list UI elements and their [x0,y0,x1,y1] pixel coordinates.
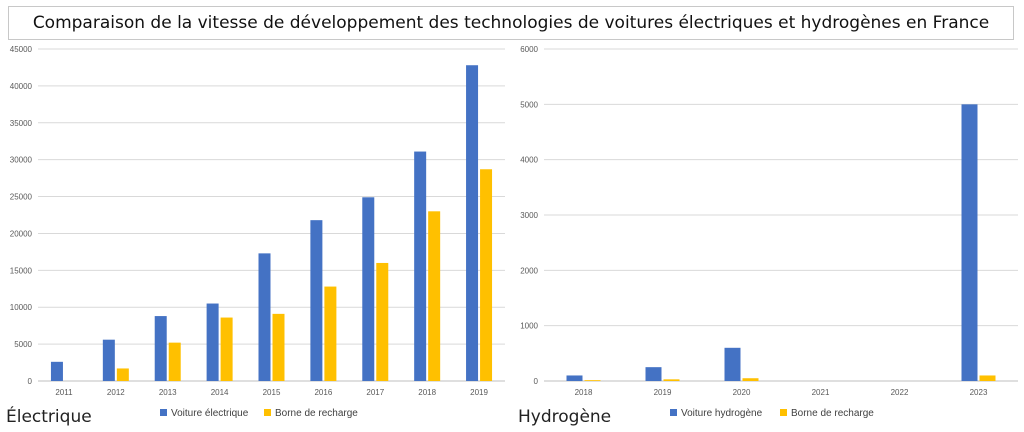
y-tick-label: 5000 [14,340,32,349]
bar-series-2 [116,368,129,381]
bar-series-1 [154,316,167,381]
x-tick-label: 2016 [314,388,332,397]
bar-series-1 [310,220,323,381]
bar-series-1 [414,151,427,381]
x-tick-label: 2018 [575,388,593,397]
x-tick-label: 2021 [812,388,830,397]
x-tick-label: 2023 [970,388,988,397]
legend-label: Voiture électrique [171,408,249,419]
x-tick-label: 2012 [107,388,125,397]
bar-series-2 [742,378,759,381]
legend-swatch [670,409,677,416]
y-tick-label: 15000 [10,266,33,275]
y-tick-label: 10000 [10,303,33,312]
x-tick-label: 2020 [733,388,751,397]
x-tick-label: 2018 [418,388,436,397]
bar-series-1 [50,361,63,381]
y-tick-label: 1000 [520,322,538,331]
y-tick-label: 20000 [10,229,33,238]
y-tick-label: 0 [534,377,539,386]
y-tick-label: 0 [28,377,33,386]
legend-label: Borne de recharge [791,408,874,419]
bar-series-1 [362,197,375,381]
x-tick-label: 2022 [891,388,909,397]
electric-chart: 0 5000 10000 15000 20000 25000 30000 35000 40000… [6,45,505,427]
bar-series-1 [645,367,662,381]
x-tick-label: 2017 [366,388,384,397]
legend-swatch [160,409,167,416]
x-tick-label: 2019 [654,388,672,397]
legend-label: Voiture hydrogène [681,408,763,419]
chart-title: Comparaison de la vitesse de développeme… [8,6,1014,40]
bar-series-1 [466,65,479,381]
y-tick-label: 2000 [520,266,538,275]
bar-series-2 [663,379,680,381]
bar-series-1 [258,253,271,381]
x-tick-label: 2013 [159,388,177,397]
y-tick-label: 40000 [10,82,33,91]
bar-series-2 [168,342,181,381]
bar-series-2 [272,313,285,381]
chart-corner-label: Hydrogène [518,407,611,427]
bar-series-1 [102,339,115,381]
bar-series-2 [480,169,493,381]
x-tick-label: 2019 [470,388,488,397]
x-tick-label: 2014 [211,388,229,397]
bar-series-2 [220,317,233,381]
bar-series-2 [376,262,389,381]
bar-series-1 [961,104,978,381]
y-tick-label: 35000 [10,119,33,128]
x-tick-label: 2015 [263,388,281,397]
bar-series-1 [566,375,583,381]
y-tick-label: 5000 [520,100,538,109]
y-tick-label: 30000 [10,156,33,165]
bar-series-2 [979,375,996,381]
y-tick-label: 45000 [10,45,33,54]
y-tick-label: 6000 [520,45,538,54]
bar-series-2 [428,211,441,381]
legend-swatch [780,409,787,416]
hydrogen-chart: 0 1000 2000 3000 4000 5000 6000 2018 2019 2020 202… [518,45,1018,427]
bar-series-2 [584,380,601,381]
y-tick-label: 4000 [520,156,538,165]
bar-series-1 [724,347,741,381]
legend-label: Borne de recharge [275,408,358,419]
chart-corner-label: Électrique [6,405,92,427]
x-tick-label: 2011 [55,388,73,397]
y-tick-label: 3000 [520,211,538,220]
bar-series-1 [206,303,219,381]
legend-swatch [264,409,271,416]
y-tick-label: 25000 [10,193,33,202]
bar-series-2 [324,286,337,381]
